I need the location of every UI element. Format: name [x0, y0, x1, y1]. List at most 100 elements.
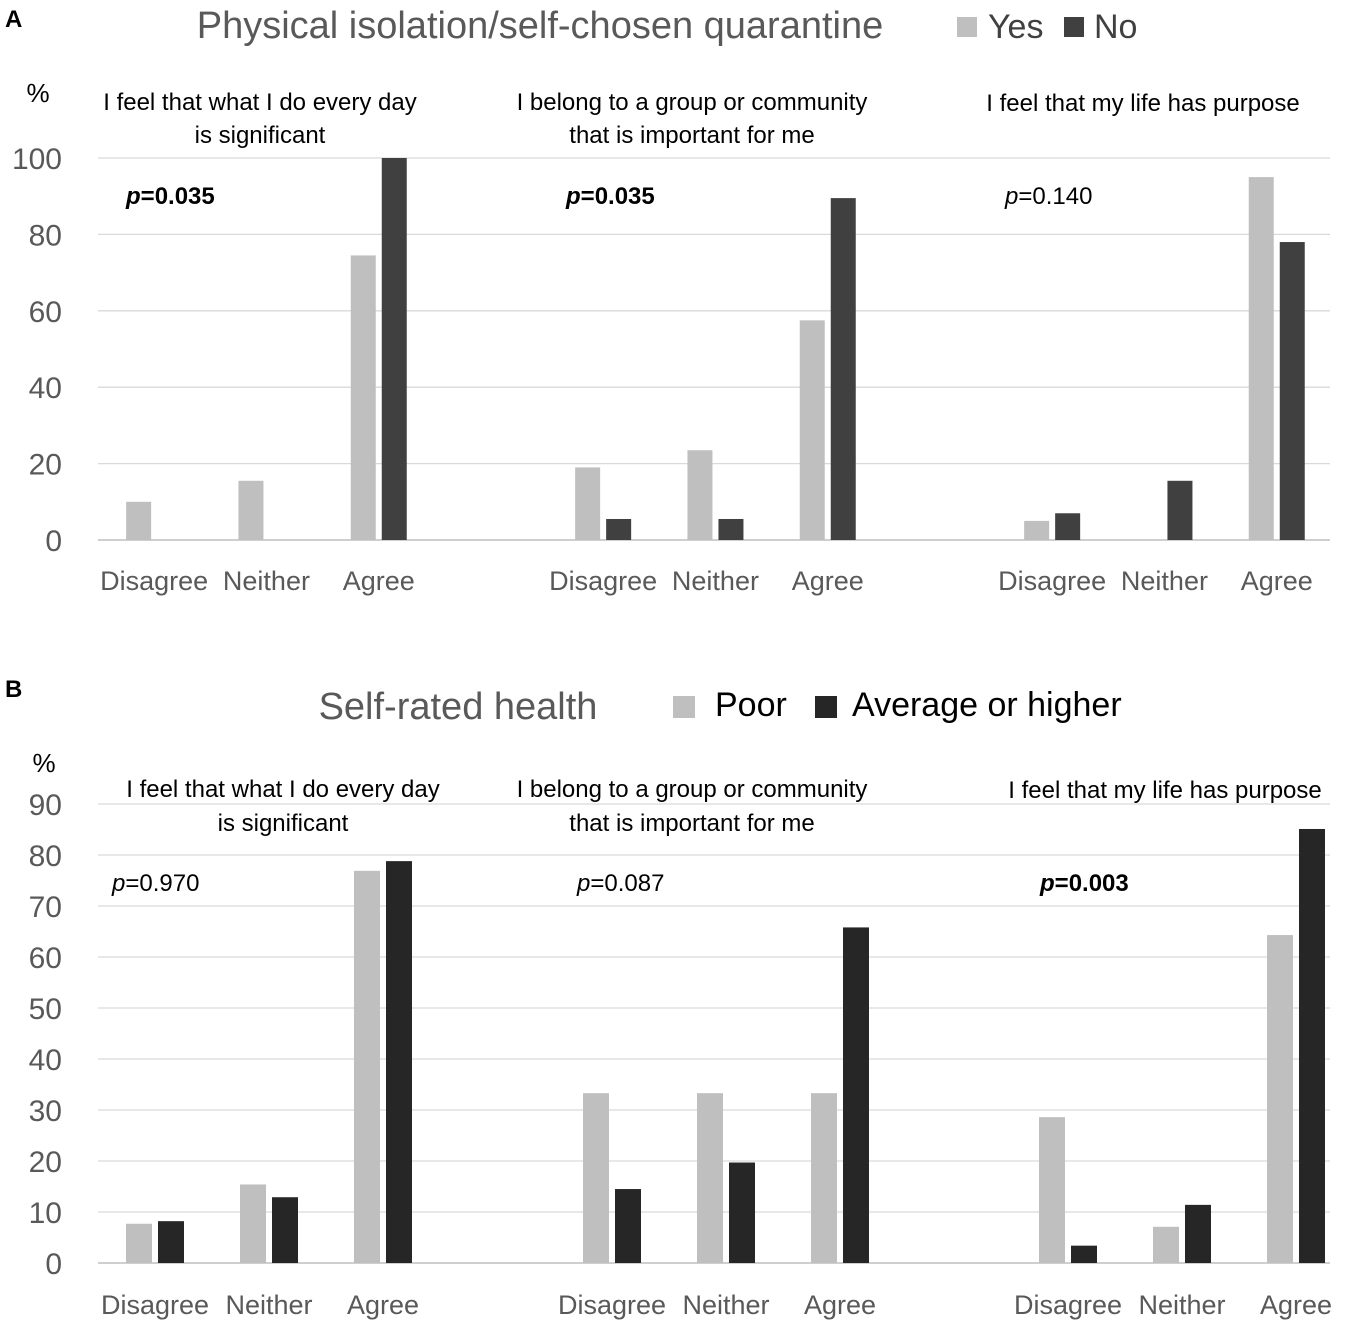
- x-category-label: Neither: [1138, 1290, 1225, 1320]
- x-category-label: Agree: [1241, 566, 1313, 596]
- bar-poor-disagree: [126, 1223, 152, 1263]
- p-value-number: =0.035: [141, 183, 215, 210]
- bar-average-or-higher-disagree: [158, 1221, 184, 1263]
- bar-yes-agree: [1248, 177, 1274, 540]
- x-category-label: Disagree: [558, 1290, 666, 1320]
- x-category-label: Disagree: [100, 566, 208, 596]
- y-tick-label: 0: [45, 1248, 62, 1281]
- group-title-line: is significant: [195, 122, 326, 149]
- bar-poor-disagree: [1039, 1117, 1065, 1263]
- y-tick-label: 90: [29, 789, 62, 822]
- bar-average-or-higher-agree: [386, 861, 412, 1263]
- y-tick-label: 30: [29, 1095, 62, 1128]
- p-value-symbol: p: [111, 870, 125, 897]
- bar-no-disagree: [606, 518, 632, 540]
- bar-poor-agree: [811, 1093, 837, 1263]
- p-value-number: =0.970: [125, 870, 199, 897]
- y-axis-unit: %: [26, 78, 49, 108]
- bar-no-disagree: [1055, 513, 1081, 540]
- group-title-line: that is important for me: [569, 122, 814, 149]
- x-category-label: Neither: [682, 1290, 769, 1320]
- x-category-label: Agree: [1260, 1290, 1332, 1320]
- y-tick-label: 70: [29, 891, 62, 924]
- group-title-line: I feel that what I do every day: [103, 89, 417, 116]
- bar-average-or-higher-neither: [272, 1197, 298, 1263]
- p-value-number: =0.003: [1055, 870, 1129, 897]
- y-tick-label: 80: [29, 840, 62, 873]
- p-value-symbol: p: [125, 183, 141, 210]
- group-title-line: I belong to a group or community: [517, 89, 868, 116]
- x-category-label: Disagree: [549, 566, 657, 596]
- panel-letter: A: [5, 6, 22, 33]
- bar-average-or-higher-disagree: [615, 1189, 641, 1263]
- chart-title: Self-rated health: [319, 686, 598, 728]
- p-value: p=0.003: [1039, 870, 1129, 897]
- legend-swatch-average-or-higher: [815, 696, 837, 718]
- bar-poor-disagree: [583, 1093, 609, 1263]
- legend-swatch-yes: [957, 17, 977, 37]
- x-category-label: Disagree: [1014, 1290, 1122, 1320]
- chart-title: Physical isolation/self-chosen quarantin…: [197, 5, 884, 47]
- panel-a: A Physical isolation/self-chosen quaranti…: [5, 5, 1330, 596]
- legend-swatch-poor: [673, 696, 695, 718]
- bar-poor-agree: [354, 870, 380, 1263]
- p-value-number: =0.035: [581, 183, 655, 210]
- group-title-line: that is important for me: [569, 810, 814, 837]
- bar-yes-agree: [350, 255, 376, 540]
- x-category-label: Neither: [223, 566, 310, 596]
- bar-average-or-higher-disagree: [1071, 1245, 1097, 1263]
- bar-average-or-higher-neither: [1185, 1204, 1211, 1263]
- bar-yes-neither: [238, 480, 264, 540]
- bar-yes-disagree: [126, 501, 152, 540]
- y-tick-label: 100: [12, 143, 62, 176]
- y-tick-label: 60: [29, 942, 62, 975]
- bar-no-agree: [1279, 242, 1305, 541]
- p-value: p=0.970: [111, 870, 199, 897]
- p-value-symbol: p: [1004, 183, 1018, 210]
- y-tick-label: 20: [29, 1146, 62, 1179]
- p-value: p=0.035: [125, 183, 215, 210]
- bar-average-or-higher-agree: [843, 927, 869, 1263]
- bar-yes-agree: [799, 320, 825, 540]
- x-category-label: Agree: [343, 566, 415, 596]
- bar-yes-neither: [687, 450, 713, 540]
- p-value-symbol: p: [576, 870, 590, 897]
- p-value-number: =0.140: [1018, 183, 1092, 210]
- bar-no-neither: [1167, 480, 1193, 540]
- x-category-label: Disagree: [101, 1290, 209, 1320]
- y-tick-label: 40: [29, 1044, 62, 1077]
- x-category-label: Neither: [1121, 566, 1208, 596]
- bar-yes-disagree: [575, 467, 601, 540]
- y-tick-label: 80: [29, 219, 62, 252]
- x-category-label: Agree: [792, 566, 864, 596]
- bar-no-agree: [381, 158, 407, 540]
- legend-label: No: [1094, 8, 1137, 46]
- group-2: I belong to a group or community that is …: [517, 89, 868, 596]
- bar-poor-agree: [1267, 935, 1293, 1263]
- legend-label: Average or higher: [852, 686, 1122, 724]
- group-1: I feel that what I do every day is signif…: [100, 89, 417, 596]
- bar-average-or-higher-agree: [1299, 828, 1325, 1263]
- y-tick-label: 50: [29, 993, 62, 1026]
- group-title: I feel that my life has purpose: [986, 90, 1300, 117]
- x-category-label: Agree: [347, 1290, 419, 1320]
- group-3: I feel that my life has purpose p=0.003 Di…: [1008, 777, 1332, 1320]
- bar-poor-neither: [240, 1184, 266, 1263]
- bar-no-neither: [718, 518, 744, 540]
- x-category-label: Disagree: [998, 566, 1106, 596]
- p-value-number: =0.087: [590, 870, 664, 897]
- y-tick-label: 0: [45, 525, 62, 558]
- x-category-label: Neither: [672, 566, 759, 596]
- p-value: p=0.087: [576, 870, 664, 897]
- y-tick-label: 10: [29, 1197, 62, 1230]
- panel-letter: B: [5, 676, 22, 703]
- group-1: I feel that what I do every day is signif…: [101, 776, 440, 1320]
- p-value: p=0.035: [565, 183, 655, 210]
- y-tick-label: 20: [29, 449, 62, 482]
- bar-no-agree: [830, 198, 856, 541]
- bar-poor-neither: [1153, 1226, 1179, 1263]
- p-value: p=0.140: [1004, 183, 1092, 210]
- legend-label: Yes: [988, 8, 1043, 46]
- p-value-symbol: p: [1039, 870, 1055, 897]
- group-title: I feel that my life has purpose: [1008, 777, 1322, 804]
